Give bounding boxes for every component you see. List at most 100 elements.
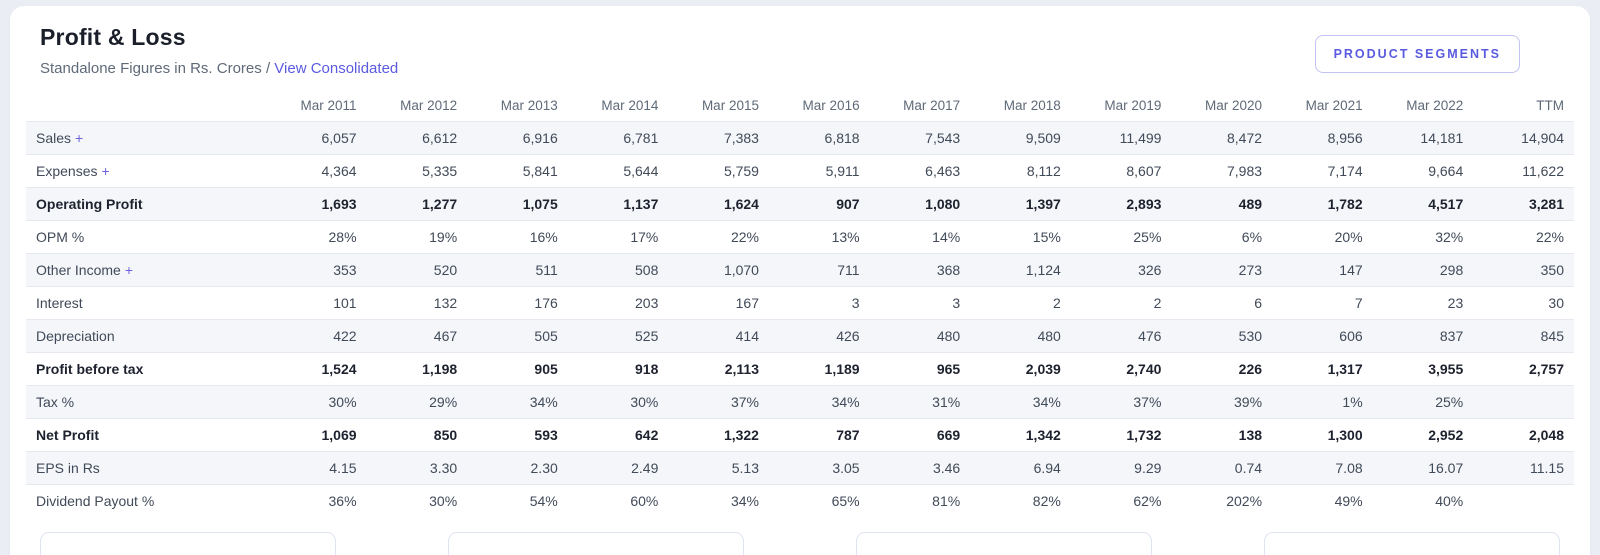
value-cell: 6,781 [567, 120, 669, 154]
value-cell: 16.07 [1372, 450, 1474, 484]
expand-plus-icon[interactable]: + [75, 129, 84, 146]
value-cell: 81% [869, 483, 971, 517]
value-cell: 1,693 [265, 186, 367, 220]
value-cell: 2,740 [1070, 351, 1172, 385]
value-cell: 520 [366, 252, 468, 286]
value-cell: 2 [1070, 285, 1172, 319]
value-cell: 49% [1272, 483, 1373, 517]
value-cell: 7,983 [1171, 153, 1273, 187]
value-cell: 25% [1372, 384, 1474, 418]
value-cell: 132 [366, 285, 468, 319]
value-cell: 1,069 [265, 417, 367, 451]
value-cell: 1,277 [366, 186, 468, 220]
value-cell: 6,463 [869, 153, 971, 187]
value-cell: 508 [567, 252, 669, 286]
table-row-dividend-payout: Dividend Payout % 36% 30% 54% 60% 34% 65% 81% 82… [26, 483, 1574, 517]
subtitle: Standalone Figures in Rs. Crores / View … [40, 60, 398, 77]
value-cell: 326 [1070, 252, 1172, 286]
value-cell: 6.94 [970, 450, 1071, 484]
value-cell: 1,732 [1070, 417, 1172, 451]
value-cell: 480 [970, 318, 1071, 352]
value-cell: 837 [1372, 318, 1474, 352]
value-cell: 850 [366, 417, 468, 451]
value-cell: 353 [265, 252, 367, 286]
value-cell: 918 [567, 351, 669, 385]
value-cell: 8,472 [1171, 120, 1273, 154]
value-cell: 2,952 [1372, 417, 1474, 451]
row-label-depreciation: Depreciation [26, 318, 266, 352]
value-cell: 54% [467, 483, 568, 517]
value-cell: 368 [869, 252, 971, 286]
value-cell: 6,916 [467, 120, 568, 154]
value-cell: 711 [768, 252, 870, 286]
value-cell: 1,198 [366, 351, 468, 385]
expand-plus-icon[interactable]: + [124, 261, 134, 278]
value-cell: 5,335 [366, 153, 468, 187]
product-segments-button[interactable]: PRODUCT SEGMENTS [1314, 35, 1520, 73]
column-header-mar-2016: Mar 2016 [802, 98, 860, 114]
value-cell: 1,397 [970, 186, 1071, 220]
value-cell: 25% [1070, 219, 1172, 253]
row-label-opm: OPM % [26, 219, 266, 253]
table-header-row: Mar 2011 Mar 2012 Mar 2013 Mar 2014 Mar 2015… [26, 91, 1574, 121]
value-cell: 3,281 [1473, 186, 1574, 220]
value-cell: 29% [366, 384, 468, 418]
value-cell: 60% [567, 483, 669, 517]
row-label-sales[interactable]: Sales + [26, 120, 266, 154]
value-cell: 669 [869, 417, 971, 451]
value-cell: 2,893 [1070, 186, 1172, 220]
value-cell: 30% [567, 384, 669, 418]
value-cell: 7 [1272, 285, 1373, 319]
value-cell: 1,137 [567, 186, 669, 220]
value-cell: 31% [869, 384, 971, 418]
value-cell: 907 [768, 186, 870, 220]
summary-card [40, 532, 336, 555]
value-cell: 82% [970, 483, 1071, 517]
expand-plus-icon[interactable]: + [101, 162, 110, 179]
value-cell: 787 [768, 417, 870, 451]
value-cell: 19% [366, 219, 468, 253]
view-consolidated-link[interactable]: View Consolidated [274, 60, 399, 77]
value-cell: 5.13 [668, 450, 769, 484]
profit-loss-section: Profit & Loss Standalone Figures in Rs. … [10, 6, 1590, 555]
value-cell: 6,057 [265, 120, 367, 154]
value-cell: 11,499 [1070, 120, 1172, 154]
value-cell: 480 [869, 318, 971, 352]
value-cell: 9,664 [1372, 153, 1474, 187]
table-row-opm: OPM % 28% 19% 16% 17% 22% 13% 14% 15% 25% 6% 20% 32%… [26, 219, 1574, 253]
value-cell: 13% [768, 219, 870, 253]
value-cell: 28% [265, 219, 367, 253]
value-cell: 1,524 [265, 351, 367, 385]
value-cell: 9,509 [970, 120, 1071, 154]
value-cell: 1,080 [869, 186, 971, 220]
value-cell: 426 [768, 318, 870, 352]
value-cell: 5,644 [567, 153, 669, 187]
value-cell: 5,841 [467, 153, 568, 187]
column-header-mar-2013: Mar 2013 [500, 98, 558, 114]
row-label-dividend-payout: Dividend Payout % [26, 483, 266, 517]
value-cell: 3 [768, 285, 870, 319]
row-label-operating-profit: Operating Profit [26, 186, 266, 220]
value-cell: 525 [567, 318, 669, 352]
value-cell: 14% [869, 219, 971, 253]
value-cell: 5,911 [768, 153, 870, 187]
value-cell: 32% [1372, 219, 1474, 253]
column-header-mar-2017: Mar 2017 [903, 98, 961, 114]
value-cell: 101 [265, 285, 367, 319]
value-cell: 3.46 [869, 450, 971, 484]
row-label-expenses[interactable]: Expenses + [26, 153, 266, 187]
value-cell: 2,757 [1473, 351, 1574, 385]
value-cell: 1,322 [668, 417, 769, 451]
value-cell: 30 [1473, 285, 1574, 319]
value-cell: 14,181 [1372, 120, 1474, 154]
value-cell: 642 [567, 417, 669, 451]
value-cell: 4,517 [1372, 186, 1474, 220]
value-cell: 1,317 [1272, 351, 1373, 385]
value-cell: 34% [668, 483, 769, 517]
value-cell: 4.15 [265, 450, 367, 484]
value-cell: 1,342 [970, 417, 1071, 451]
row-label-other-income[interactable]: Other Income + [26, 252, 266, 286]
value-cell: 2,048 [1473, 417, 1574, 451]
profit-loss-table: Mar 2011 Mar 2012 Mar 2013 Mar 2014 Mar 2015… [26, 91, 1574, 517]
value-cell: 11.15 [1473, 450, 1574, 484]
